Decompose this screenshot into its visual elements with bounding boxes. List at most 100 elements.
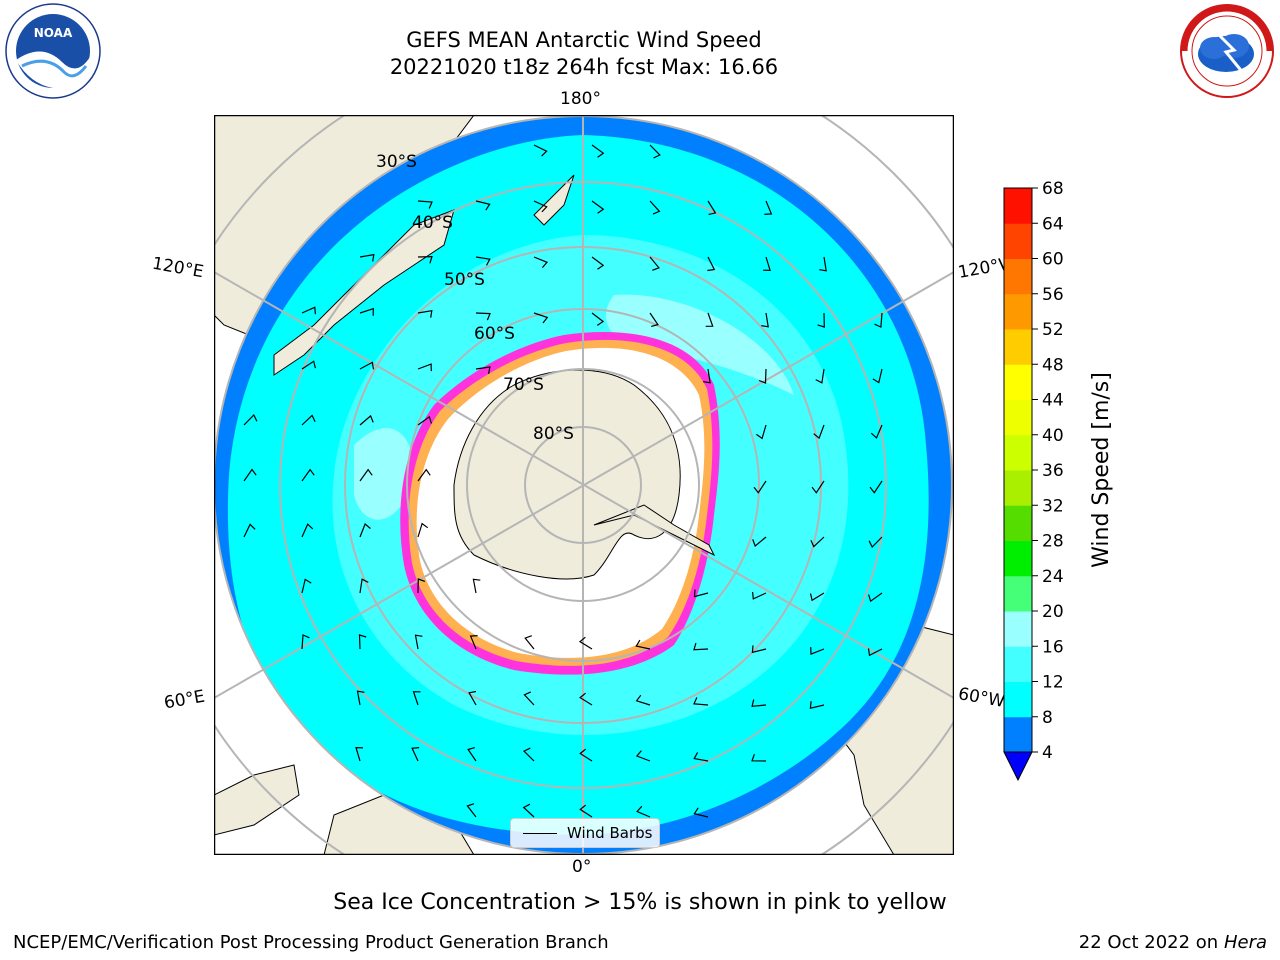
- wind-barb: [809, 701, 825, 709]
- wind-barb: [356, 690, 365, 706]
- lat-label-40s: 40°S: [412, 213, 453, 233]
- wind-barb: [636, 805, 651, 818]
- wind-barb: [524, 635, 535, 650]
- colorbar-cell: [1004, 188, 1032, 224]
- lon-label-180: 180°: [560, 89, 601, 109]
- wind-barb: [869, 480, 883, 494]
- wind-barb: [301, 634, 310, 650]
- wind-barb: [417, 522, 429, 538]
- wind-barb: [359, 578, 369, 594]
- wind-barb: [635, 639, 651, 650]
- wind-barb: [751, 699, 767, 707]
- wind-barb: [301, 360, 316, 370]
- wind-barb: [417, 415, 432, 426]
- colorbar-tick-label: 64: [1042, 214, 1064, 234]
- wind-barb: [591, 200, 605, 214]
- wind-barb: [813, 424, 825, 440]
- wind-barb: [763, 256, 771, 272]
- colorbar-cell: [1004, 293, 1032, 330]
- wind-barb: [809, 592, 825, 602]
- colorbar-cells: [1004, 188, 1032, 753]
- colorbar-cell: [1004, 611, 1032, 647]
- wind-barb: [705, 312, 714, 327]
- colorbar-cell: [1004, 575, 1032, 612]
- wind-barb: [359, 361, 375, 370]
- colorbar-tick-label: 20: [1042, 602, 1064, 622]
- wind-barb: [475, 312, 491, 321]
- wind-barb: [815, 368, 825, 384]
- wind-barb: [417, 468, 431, 482]
- wind-barb: [751, 753, 767, 762]
- colorbar-cell: [1004, 223, 1032, 259]
- lat-label-60s: 60°S: [474, 324, 515, 344]
- lon-label-0: 0°: [572, 857, 592, 877]
- wind-barb: [417, 255, 433, 264]
- wind-barb: [649, 200, 661, 215]
- wind-barb: [472, 578, 481, 594]
- wind-barb: [693, 697, 709, 706]
- lat-label-50s: 50°S: [444, 270, 485, 290]
- wind-barb: [301, 306, 316, 315]
- wind-barb: [579, 804, 593, 818]
- wind-barb: [579, 692, 593, 706]
- colorbar-tick-label: 52: [1042, 320, 1064, 340]
- colorbar-tick-label: 44: [1042, 391, 1064, 411]
- colorbar-cell: [1004, 716, 1032, 753]
- chart-title: GEFS MEAN Antarctic Wind Speed: [406, 28, 762, 52]
- polar-map[interactable]: [214, 115, 954, 855]
- wind-barb: [693, 807, 709, 818]
- colorbar-tick-label: 60: [1042, 250, 1064, 270]
- chart-subtitle: 20221020 t18z 264h fcst Max: 16.66: [389, 55, 779, 79]
- wind-barb: [693, 642, 709, 651]
- colorbar-cell: [1004, 540, 1032, 577]
- wind-barb: [359, 414, 374, 426]
- wind-barb: [411, 747, 420, 762]
- lat-label-80s: 80°S: [533, 424, 574, 444]
- map-frame: [214, 115, 954, 855]
- wind-barb: [522, 803, 535, 818]
- colorbar-tick-label: 32: [1042, 496, 1064, 516]
- wind-barb: [868, 536, 883, 549]
- wind-barb: [868, 592, 883, 603]
- colorbar-cell: [1004, 681, 1032, 718]
- wind-barb: [810, 647, 825, 655]
- colorbar-cell: [1004, 470, 1032, 506]
- wind-barb: [359, 253, 375, 262]
- wind-barb: [649, 144, 661, 159]
- wind-barb: [761, 312, 769, 328]
- footer-credit: NCEP/EMC/Verification Post Processing Pr…: [13, 932, 609, 953]
- colorbar-label: Wind Speed [m/s]: [1089, 372, 1114, 568]
- colorbar-cell: [1004, 258, 1032, 295]
- wind-barb: [417, 578, 426, 594]
- wind-barb: [591, 144, 605, 158]
- wind-barb: [533, 256, 549, 268]
- wind-barb: [751, 645, 767, 654]
- wind-barb: [475, 256, 491, 266]
- wind-barb: [523, 691, 535, 706]
- antarctica: [400, 332, 720, 675]
- wind-barb: [359, 307, 374, 316]
- wind-barb: [703, 368, 711, 384]
- legend-label: Wind Barbs: [567, 824, 653, 842]
- wind-barb: [412, 691, 421, 706]
- wind-barb: [475, 200, 491, 211]
- wind-barb: [243, 413, 258, 426]
- wind-barb: [635, 750, 651, 762]
- colorbar-cell: [1004, 505, 1032, 541]
- lat-label-30s: 30°S: [376, 152, 417, 172]
- wind-barb: [753, 480, 767, 494]
- wind-barb: [764, 200, 773, 215]
- wind-barb-legend-line: [523, 832, 557, 834]
- colorbar-tick-label: 40: [1042, 426, 1064, 446]
- colorbar-tick-label: 48: [1042, 355, 1064, 375]
- colorbar-cell: [1004, 646, 1032, 682]
- map-legend: Wind Barbs: [510, 818, 660, 848]
- wind-barb: [811, 480, 825, 494]
- nws-logo: [1180, 4, 1274, 98]
- wind-barb: [355, 746, 364, 762]
- sea-ice-caption: Sea Ice Concentration > 15% is shown in …: [333, 890, 947, 915]
- wind-barb: [756, 424, 767, 440]
- wind-barb: [752, 536, 767, 548]
